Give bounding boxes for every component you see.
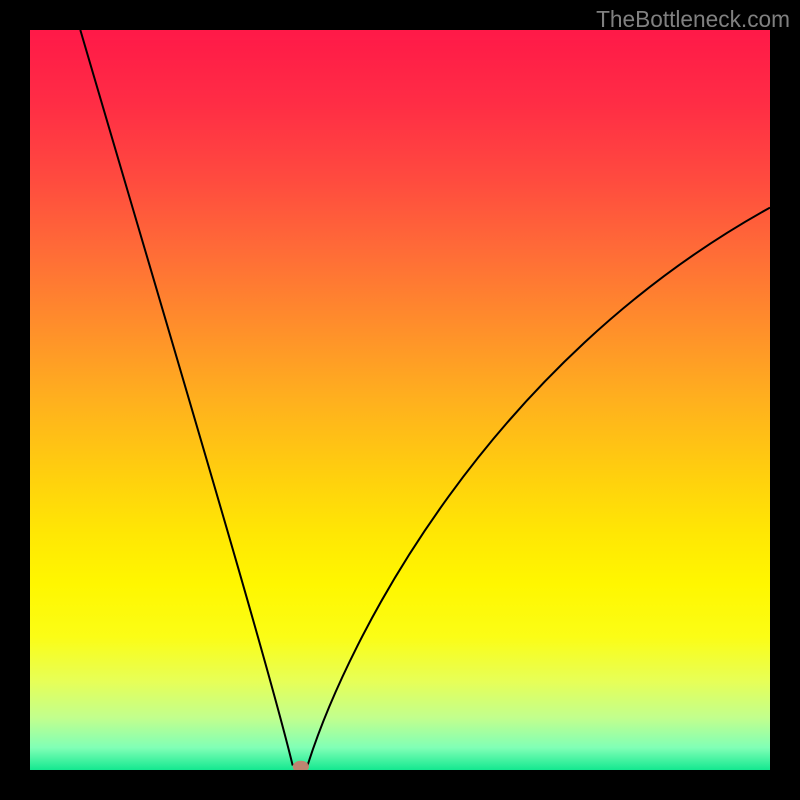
- chart-stage: TheBottleneck.com: [0, 0, 800, 800]
- plot-svg: [30, 30, 770, 770]
- plot-area: [30, 30, 770, 770]
- gradient-background: [30, 30, 770, 770]
- watermark-text: TheBottleneck.com: [596, 6, 790, 33]
